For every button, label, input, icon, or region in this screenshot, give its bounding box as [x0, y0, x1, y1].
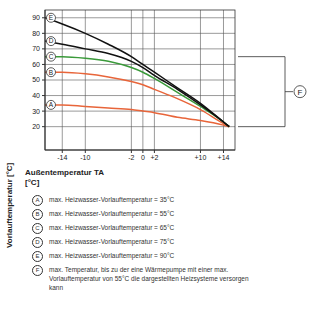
html-text:D: D	[35, 239, 40, 245]
svg-text:+10: +10	[195, 154, 207, 161]
html-text:max. Heizwasser-Vorlauftempera: max. Heizwasser-Vorlauftemperatur = 75°C	[49, 238, 175, 245]
svg-text:40: 40	[32, 92, 40, 99]
svg-text:B: B	[49, 69, 53, 76]
svg-text:+14: +14	[218, 154, 230, 161]
svg-text:D: D	[49, 37, 54, 44]
svg-text:80: 80	[32, 30, 40, 37]
svg-text:60: 60	[32, 61, 40, 68]
svg-text:-2: -2	[128, 154, 134, 161]
svg-text:-14: -14	[57, 154, 67, 161]
html-text:A: A	[35, 197, 40, 203]
svg-text:+2: +2	[150, 154, 158, 161]
html-text:max. Temperatur, bis zu der ei: max. Temperatur, bis zu der eine Wärmepu…	[49, 266, 249, 291]
html-text:C: C	[35, 225, 40, 231]
svg-text:Vorlauftemperatur [°C]: Vorlauftemperatur [°C]	[8, 162, 14, 248]
svg-text:0: 0	[141, 154, 145, 161]
svg-text:C: C	[49, 53, 54, 60]
html-text:[°C]: [°C]	[25, 178, 40, 187]
html-text:B: B	[35, 211, 40, 217]
svg-text:50: 50	[32, 76, 40, 83]
html-text:max. Heizwasser-Vorlauftempera: max. Heizwasser-Vorlauftemperatur = 55°C	[49, 210, 175, 217]
html-text:max. Heizwasser-Vorlauftempera: max. Heizwasser-Vorlauftemperatur = 90°C	[49, 252, 175, 259]
svg-text:20: 20	[32, 123, 40, 130]
svg-text:F: F	[298, 88, 303, 97]
html-text:Außentemperatur TA: Außentemperatur TA	[25, 168, 104, 177]
svg-text:90: 90	[32, 14, 40, 21]
svg-text:30: 30	[32, 108, 40, 115]
html-text:max. Heizwasser-Vorlauftempera: max. Heizwasser-Vorlauftemperatur = 65°C	[49, 224, 175, 231]
svg-text:A: A	[49, 101, 54, 108]
html-text:F: F	[35, 267, 40, 273]
svg-text:-10: -10	[80, 154, 90, 161]
svg-text:E: E	[49, 14, 54, 21]
svg-text:70: 70	[32, 45, 40, 52]
html-text:E: E	[35, 253, 40, 259]
html-text:max. Heizwasser-Vorlauftempera: max. Heizwasser-Vorlauftemperatur = 35°C	[49, 196, 175, 203]
